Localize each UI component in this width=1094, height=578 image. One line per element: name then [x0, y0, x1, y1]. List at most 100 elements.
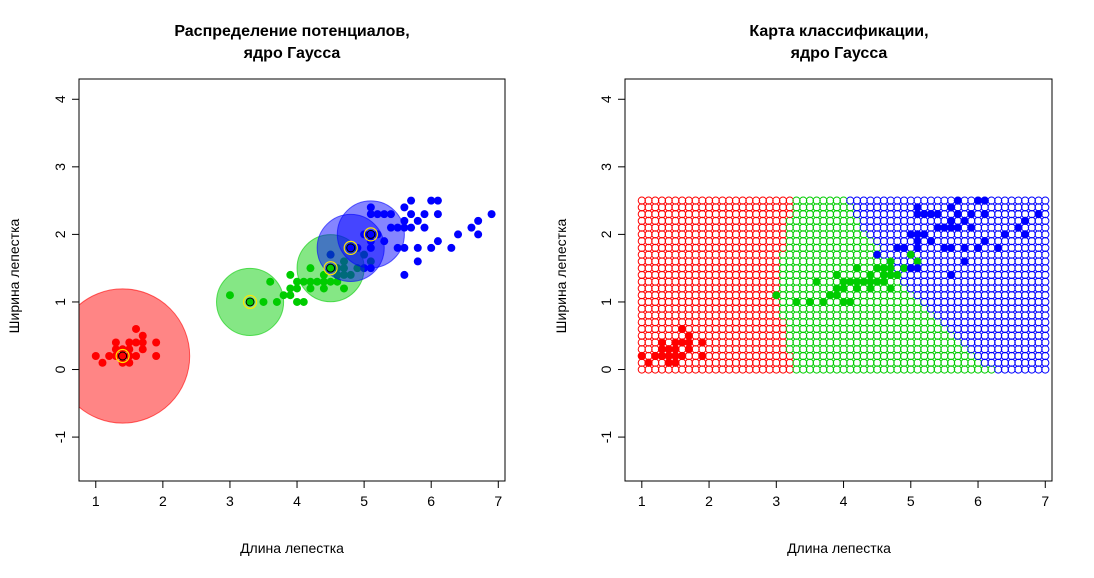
versicolor-grid-cell — [792, 250, 801, 259]
setosa-grid-cell — [718, 250, 727, 259]
versicolor-grid-cell — [852, 223, 862, 232]
virginica-grid-cell — [1000, 345, 1010, 354]
setosa-grid-cell — [651, 210, 660, 219]
versicolor-grid-cell — [852, 237, 862, 246]
versicolor-grid-cell — [812, 365, 821, 374]
versicolor-grid-cell — [805, 264, 815, 273]
virginica-grid-cell — [920, 291, 929, 300]
setosa-grid-cell — [718, 318, 727, 327]
versicolor-grid-cell — [866, 237, 875, 246]
setosa-grid-cell — [772, 223, 781, 232]
versicolor-grid-cell — [893, 324, 902, 334]
setosa-grid-cell — [684, 277, 693, 286]
setosa-grid-cell — [711, 304, 720, 313]
setosa-grid-cell — [758, 210, 767, 219]
virginica-grid-cell — [933, 216, 942, 225]
setosa-grid-cell — [657, 257, 667, 266]
virginica-grid-cell — [953, 237, 962, 246]
virginica-point — [413, 257, 422, 266]
setosa-grid-cell — [644, 223, 653, 232]
versicolor-grid-cell — [920, 358, 929, 367]
versicolor-grid-cell — [805, 237, 815, 246]
setosa-grid-cell — [671, 264, 680, 273]
setosa-grid-cell — [657, 223, 667, 232]
virginica-grid-cell — [994, 284, 1003, 293]
virginica-grid-cell — [1041, 223, 1050, 232]
setosa-point — [671, 358, 680, 367]
setosa-grid-cell — [637, 210, 646, 219]
versicolor-grid-cell — [866, 250, 875, 259]
virginica-grid-cell — [926, 250, 936, 259]
virginica-grid-cell — [1014, 210, 1023, 219]
versicolor-grid-cell — [879, 351, 888, 361]
versicolor-grid-cell — [792, 365, 801, 374]
virginica-point — [454, 230, 463, 239]
virginica-grid-cell — [852, 196, 862, 205]
virginica-grid-cell — [953, 243, 962, 253]
setosa-grid-cell — [718, 196, 727, 205]
setosa-grid-cell — [778, 237, 788, 246]
setosa-grid-cell — [711, 216, 720, 225]
virginica-point — [947, 223, 956, 232]
versicolor-point — [326, 277, 335, 286]
versicolor-grid-cell — [933, 345, 942, 354]
virginica-grid-cell — [1027, 250, 1036, 259]
virginica-grid-cell — [906, 284, 915, 293]
virginica-grid-cell — [933, 270, 942, 280]
setosa-grid-cell — [678, 223, 687, 232]
virginica-grid-cell — [947, 210, 956, 219]
virginica-grid-cell — [1007, 210, 1016, 219]
virginica-grid-cell — [1021, 304, 1030, 313]
versicolor-grid-cell — [967, 351, 976, 361]
setosa-grid-cell — [778, 331, 788, 340]
setosa-grid-cell — [664, 250, 673, 259]
versicolor-grid-cell — [873, 365, 882, 374]
versicolor-grid-cell — [960, 365, 969, 374]
versicolor-point — [339, 257, 348, 266]
setosa-grid-cell — [711, 284, 720, 293]
versicolor-grid-cell — [839, 216, 848, 225]
versicolor-grid-cell — [778, 304, 788, 313]
virginica-grid-cell — [987, 250, 996, 259]
versicolor-grid-cell — [812, 230, 821, 239]
versicolor-point — [866, 284, 875, 293]
versicolor-grid-cell — [825, 324, 835, 334]
versicolor-grid-cell — [812, 304, 821, 313]
setosa-grid-cell — [725, 338, 734, 347]
versicolor-grid-cell — [825, 351, 835, 361]
setosa-grid-cell — [778, 365, 788, 374]
x-tick-label: 7 — [494, 493, 502, 509]
versicolor-grid-cell — [819, 311, 828, 320]
virginica-grid-cell — [1034, 284, 1043, 293]
setosa-grid-cell — [731, 351, 741, 361]
setosa-grid-cell — [718, 358, 727, 367]
setosa-grid-cell — [725, 223, 734, 232]
setosa-grid-cell — [698, 243, 707, 253]
setosa-grid-cell — [731, 304, 741, 313]
virginica-grid-cell — [933, 250, 942, 259]
versicolor-grid-cell — [846, 365, 855, 374]
versicolor-grid-cell — [785, 230, 794, 239]
setosa-grid-cell — [664, 338, 673, 347]
versicolor-grid-cell — [812, 257, 821, 266]
versicolor-grid-cell — [906, 324, 915, 334]
setosa-grid-cell — [711, 277, 720, 286]
setosa-grid-cell — [745, 277, 754, 286]
setosa-grid-cell — [664, 277, 673, 286]
versicolor-grid-cell — [819, 250, 828, 259]
versicolor-grid-cell — [873, 338, 882, 347]
virginica-grid-cell — [987, 237, 996, 246]
virginica-grid-cell — [987, 277, 996, 286]
versicolor-grid-cell — [819, 358, 828, 367]
versicolor-grid-cell — [866, 345, 875, 354]
setosa-grid-cell — [691, 270, 700, 280]
versicolor-grid-cell — [846, 257, 855, 266]
virginica-grid-cell — [1034, 331, 1043, 340]
setosa-grid-cell — [738, 264, 747, 273]
versicolor-grid-cell — [825, 318, 835, 327]
virginica-point — [906, 230, 915, 239]
versicolor-grid-cell — [866, 304, 875, 313]
versicolor-grid-cell — [846, 345, 855, 354]
virginica-point — [980, 196, 989, 205]
versicolor-grid-cell — [866, 264, 875, 273]
